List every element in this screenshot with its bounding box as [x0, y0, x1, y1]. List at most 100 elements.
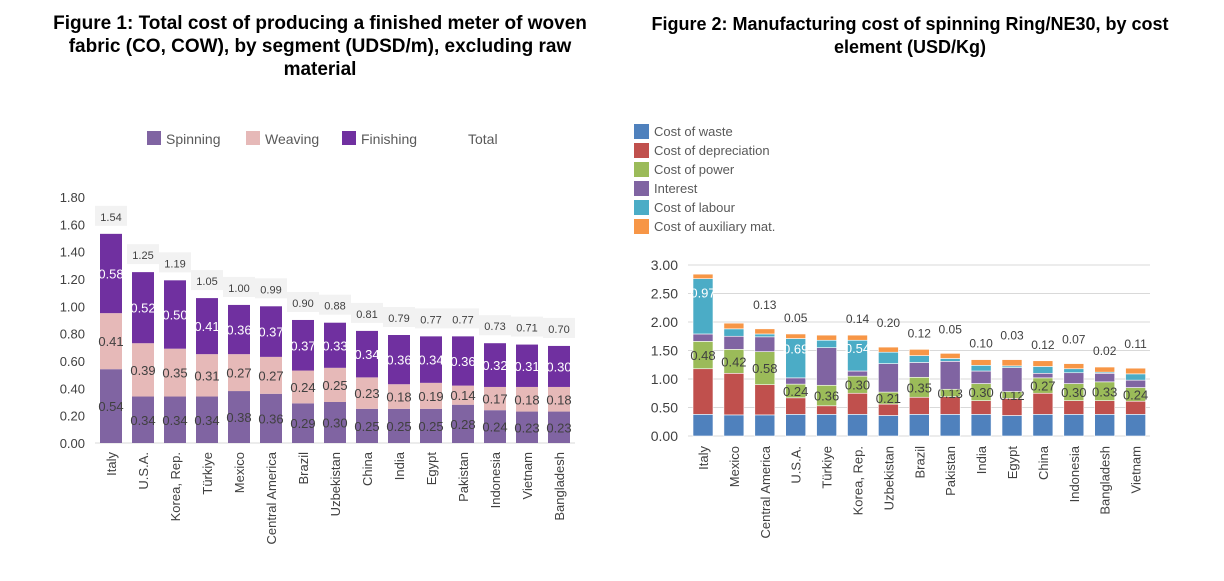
- data-label: 0.58: [752, 361, 777, 376]
- bar-segment: [1001, 359, 1023, 367]
- data-label: 0.25: [418, 419, 443, 434]
- y-tick-label: 1.00: [60, 299, 85, 314]
- legend-label: Cost of labour: [654, 200, 736, 215]
- bar-finishing: [420, 336, 442, 383]
- total-label: 0.73: [484, 321, 505, 333]
- legend-label: Cost of depreciation: [654, 143, 770, 158]
- bar-segment: [970, 414, 992, 437]
- category-label: India: [392, 451, 407, 480]
- bar-segment: [785, 397, 807, 415]
- bar-segment: [939, 358, 961, 362]
- legend-swatch-weaving: [246, 131, 260, 145]
- data-label: 0.24: [783, 384, 808, 399]
- floating-label: 0.11: [1124, 337, 1147, 351]
- category-label: Vietnam: [1129, 446, 1144, 493]
- data-label: 0.28: [450, 417, 475, 432]
- data-label: 0.34: [194, 413, 219, 428]
- total-label: 1.25: [132, 250, 153, 262]
- data-label: 0.29: [290, 416, 315, 431]
- bar-segment: [785, 377, 807, 385]
- total-label-box: [447, 308, 479, 329]
- bar-segment: [1125, 400, 1146, 415]
- bar-finishing: [324, 322, 346, 368]
- data-label: 0.34: [130, 413, 155, 428]
- category-label: Bangladesh: [1098, 446, 1113, 515]
- category-label: Mexico: [727, 446, 742, 487]
- bar-segment: [816, 414, 837, 437]
- category-label: Brazil: [912, 446, 927, 479]
- y-tick-label: 0.80: [60, 327, 85, 342]
- bar-weaving: [164, 348, 186, 397]
- data-label: 0.23: [354, 386, 379, 401]
- data-label: 0.36: [386, 353, 411, 368]
- bar-segment: [1094, 400, 1115, 415]
- bar-segment: [692, 333, 714, 342]
- bar-finishing: [516, 344, 538, 387]
- figure-2-title: Figure 2: Manufacturing cost of spinning…: [651, 14, 1169, 57]
- bar-segment: [878, 415, 899, 437]
- total-label-box: [511, 316, 543, 337]
- bar-spinning: [228, 391, 250, 443]
- legend-swatch: [634, 124, 649, 139]
- bar-spinning: [292, 403, 314, 443]
- bar-segment: [1125, 367, 1146, 375]
- data-label: 0.18: [514, 392, 539, 407]
- data-label: 0.30: [845, 378, 870, 393]
- bar-spinning: [516, 411, 538, 443]
- total-label: 0.70: [548, 324, 569, 336]
- total-label: 0.99: [260, 284, 281, 296]
- total-label-box: [319, 294, 351, 315]
- total-label: 0.77: [420, 314, 441, 326]
- bar-spinning: [100, 369, 122, 443]
- legend-label: Interest: [654, 181, 698, 196]
- legend-swatch: [634, 143, 649, 158]
- bar-spinning: [388, 408, 410, 443]
- bar-segment: [1094, 366, 1115, 373]
- category-label: Korea, Rep.: [168, 452, 183, 521]
- data-label: 0.41: [98, 334, 123, 349]
- y-tick-label: 2.00: [651, 314, 678, 330]
- bar-segment: [847, 414, 868, 437]
- data-label: 0.36: [258, 411, 283, 426]
- bar-segment: [847, 392, 868, 415]
- bar-weaving: [388, 384, 410, 409]
- data-label: 0.24: [1123, 387, 1148, 402]
- bar-segment: [1032, 392, 1054, 415]
- category-label: Central America: [758, 445, 773, 538]
- bar-segment: [754, 328, 776, 335]
- data-label: 0.30: [1061, 385, 1086, 400]
- bar-weaving: [356, 377, 378, 409]
- bar-finishing: [388, 335, 410, 385]
- bar-weaving: [260, 356, 282, 394]
- legend-label-total: Total: [468, 131, 498, 147]
- bar-spinning: [196, 396, 218, 443]
- bar-segment: [908, 349, 930, 356]
- data-label: 0.54: [845, 341, 870, 356]
- category-label: Uzbekistan: [881, 446, 896, 510]
- total-label: 1.05: [196, 276, 217, 288]
- bar-finishing: [100, 233, 122, 314]
- bar-segment: [1063, 363, 1085, 370]
- category-label: Türkiye: [200, 452, 215, 495]
- total-label: 1.19: [164, 258, 185, 270]
- bar-segment: [1125, 379, 1146, 388]
- data-label: 0.14: [450, 388, 475, 403]
- bar-segment: [816, 347, 837, 386]
- bar-finishing: [548, 345, 570, 387]
- bar-weaving: [548, 386, 570, 412]
- data-label: 0.18: [546, 392, 571, 407]
- y-tick-label: 0.20: [60, 409, 85, 424]
- data-label: 0.39: [130, 363, 155, 378]
- data-label: 0.25: [386, 419, 411, 434]
- y-tick-label: 0.60: [60, 354, 85, 369]
- bar-segment: [723, 372, 745, 416]
- category-label: Central America: [264, 451, 279, 544]
- bar-finishing: [260, 306, 282, 357]
- total-label-box: [287, 291, 319, 312]
- category-label: Egypt: [424, 452, 439, 486]
- data-label: 0.30: [322, 415, 347, 430]
- data-label: 0.35: [907, 380, 932, 395]
- bar-spinning: [164, 396, 186, 443]
- data-label: 0.34: [162, 413, 187, 428]
- bar-segment: [723, 414, 745, 437]
